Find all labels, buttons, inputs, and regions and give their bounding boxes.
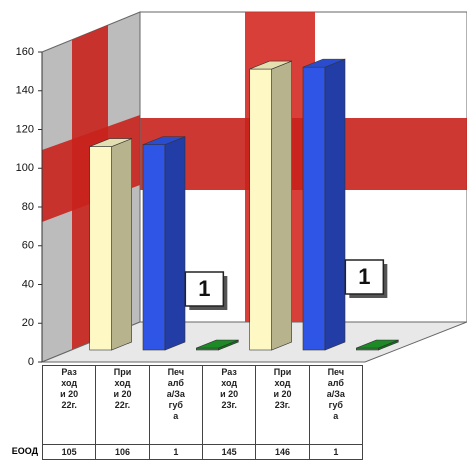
table-value-cell: 146: [255, 444, 310, 460]
y-tick-label: 20: [22, 317, 34, 329]
data-label-box: [344, 259, 385, 295]
bar: [356, 339, 399, 351]
bar: [196, 339, 239, 351]
bar-side: [324, 58, 346, 351]
bar: [89, 138, 132, 351]
bar-top: [302, 58, 346, 68]
data-label: 1: [198, 276, 210, 301]
category-label: Приходи 2022г.: [113, 367, 132, 410]
bar: [302, 58, 346, 351]
table-value-cell: 145: [202, 444, 257, 460]
table-header-cell: Печалба/Загуба: [308, 365, 363, 445]
y-tick-label: 160: [16, 46, 34, 58]
y-tick-label: 40: [22, 278, 34, 290]
bar-top: [142, 136, 186, 145]
table-header-cell: Приходи 2023г.: [255, 365, 310, 445]
table-value-cell: 1: [308, 444, 363, 460]
table-value-cell: 1: [148, 444, 203, 460]
table-header-cell: Приходи 2022г.: [95, 365, 150, 445]
data-label-box: [184, 271, 225, 307]
y-tick-label: 60: [22, 240, 34, 252]
y-tick-label: 140: [16, 85, 34, 97]
category-label: Разходи 2023г.: [220, 367, 239, 410]
table-header-cell: Разходи 2022г.: [42, 365, 97, 445]
table-header-cell: Разходи 2023г.: [202, 365, 257, 445]
category-label: Печалба/Загуба: [326, 367, 345, 421]
bar-top: [249, 60, 292, 70]
bar-front: [302, 66, 326, 351]
table-value-cell: 105: [42, 444, 97, 460]
category-label: Приходи 2023г.: [273, 367, 292, 410]
y-tick-label: 120: [16, 123, 34, 135]
category-label: Печалба/Загуба: [166, 367, 185, 421]
bar-side: [164, 136, 186, 351]
y-tick-label: 0: [28, 356, 34, 368]
table-value-cell: 106: [95, 444, 150, 460]
bar-front: [249, 68, 272, 351]
bar-front: [142, 144, 166, 351]
data-label: 1: [358, 264, 370, 289]
bar: [249, 60, 292, 351]
y-tick-label: 80: [22, 201, 34, 213]
bar-top: [89, 138, 132, 147]
bar-top: [196, 339, 239, 349]
bar: [142, 136, 186, 351]
table-header-cell: Печалба/Загуба: [148, 365, 203, 445]
category-label: Разходи 2022г.: [60, 367, 79, 410]
bar-front: [89, 146, 112, 351]
bar-top: [356, 339, 399, 349]
y-tick-label: 100: [16, 162, 34, 174]
series-name: ЕООД: [11, 446, 38, 456]
bar-side: [111, 138, 132, 351]
bar-side: [271, 60, 292, 351]
